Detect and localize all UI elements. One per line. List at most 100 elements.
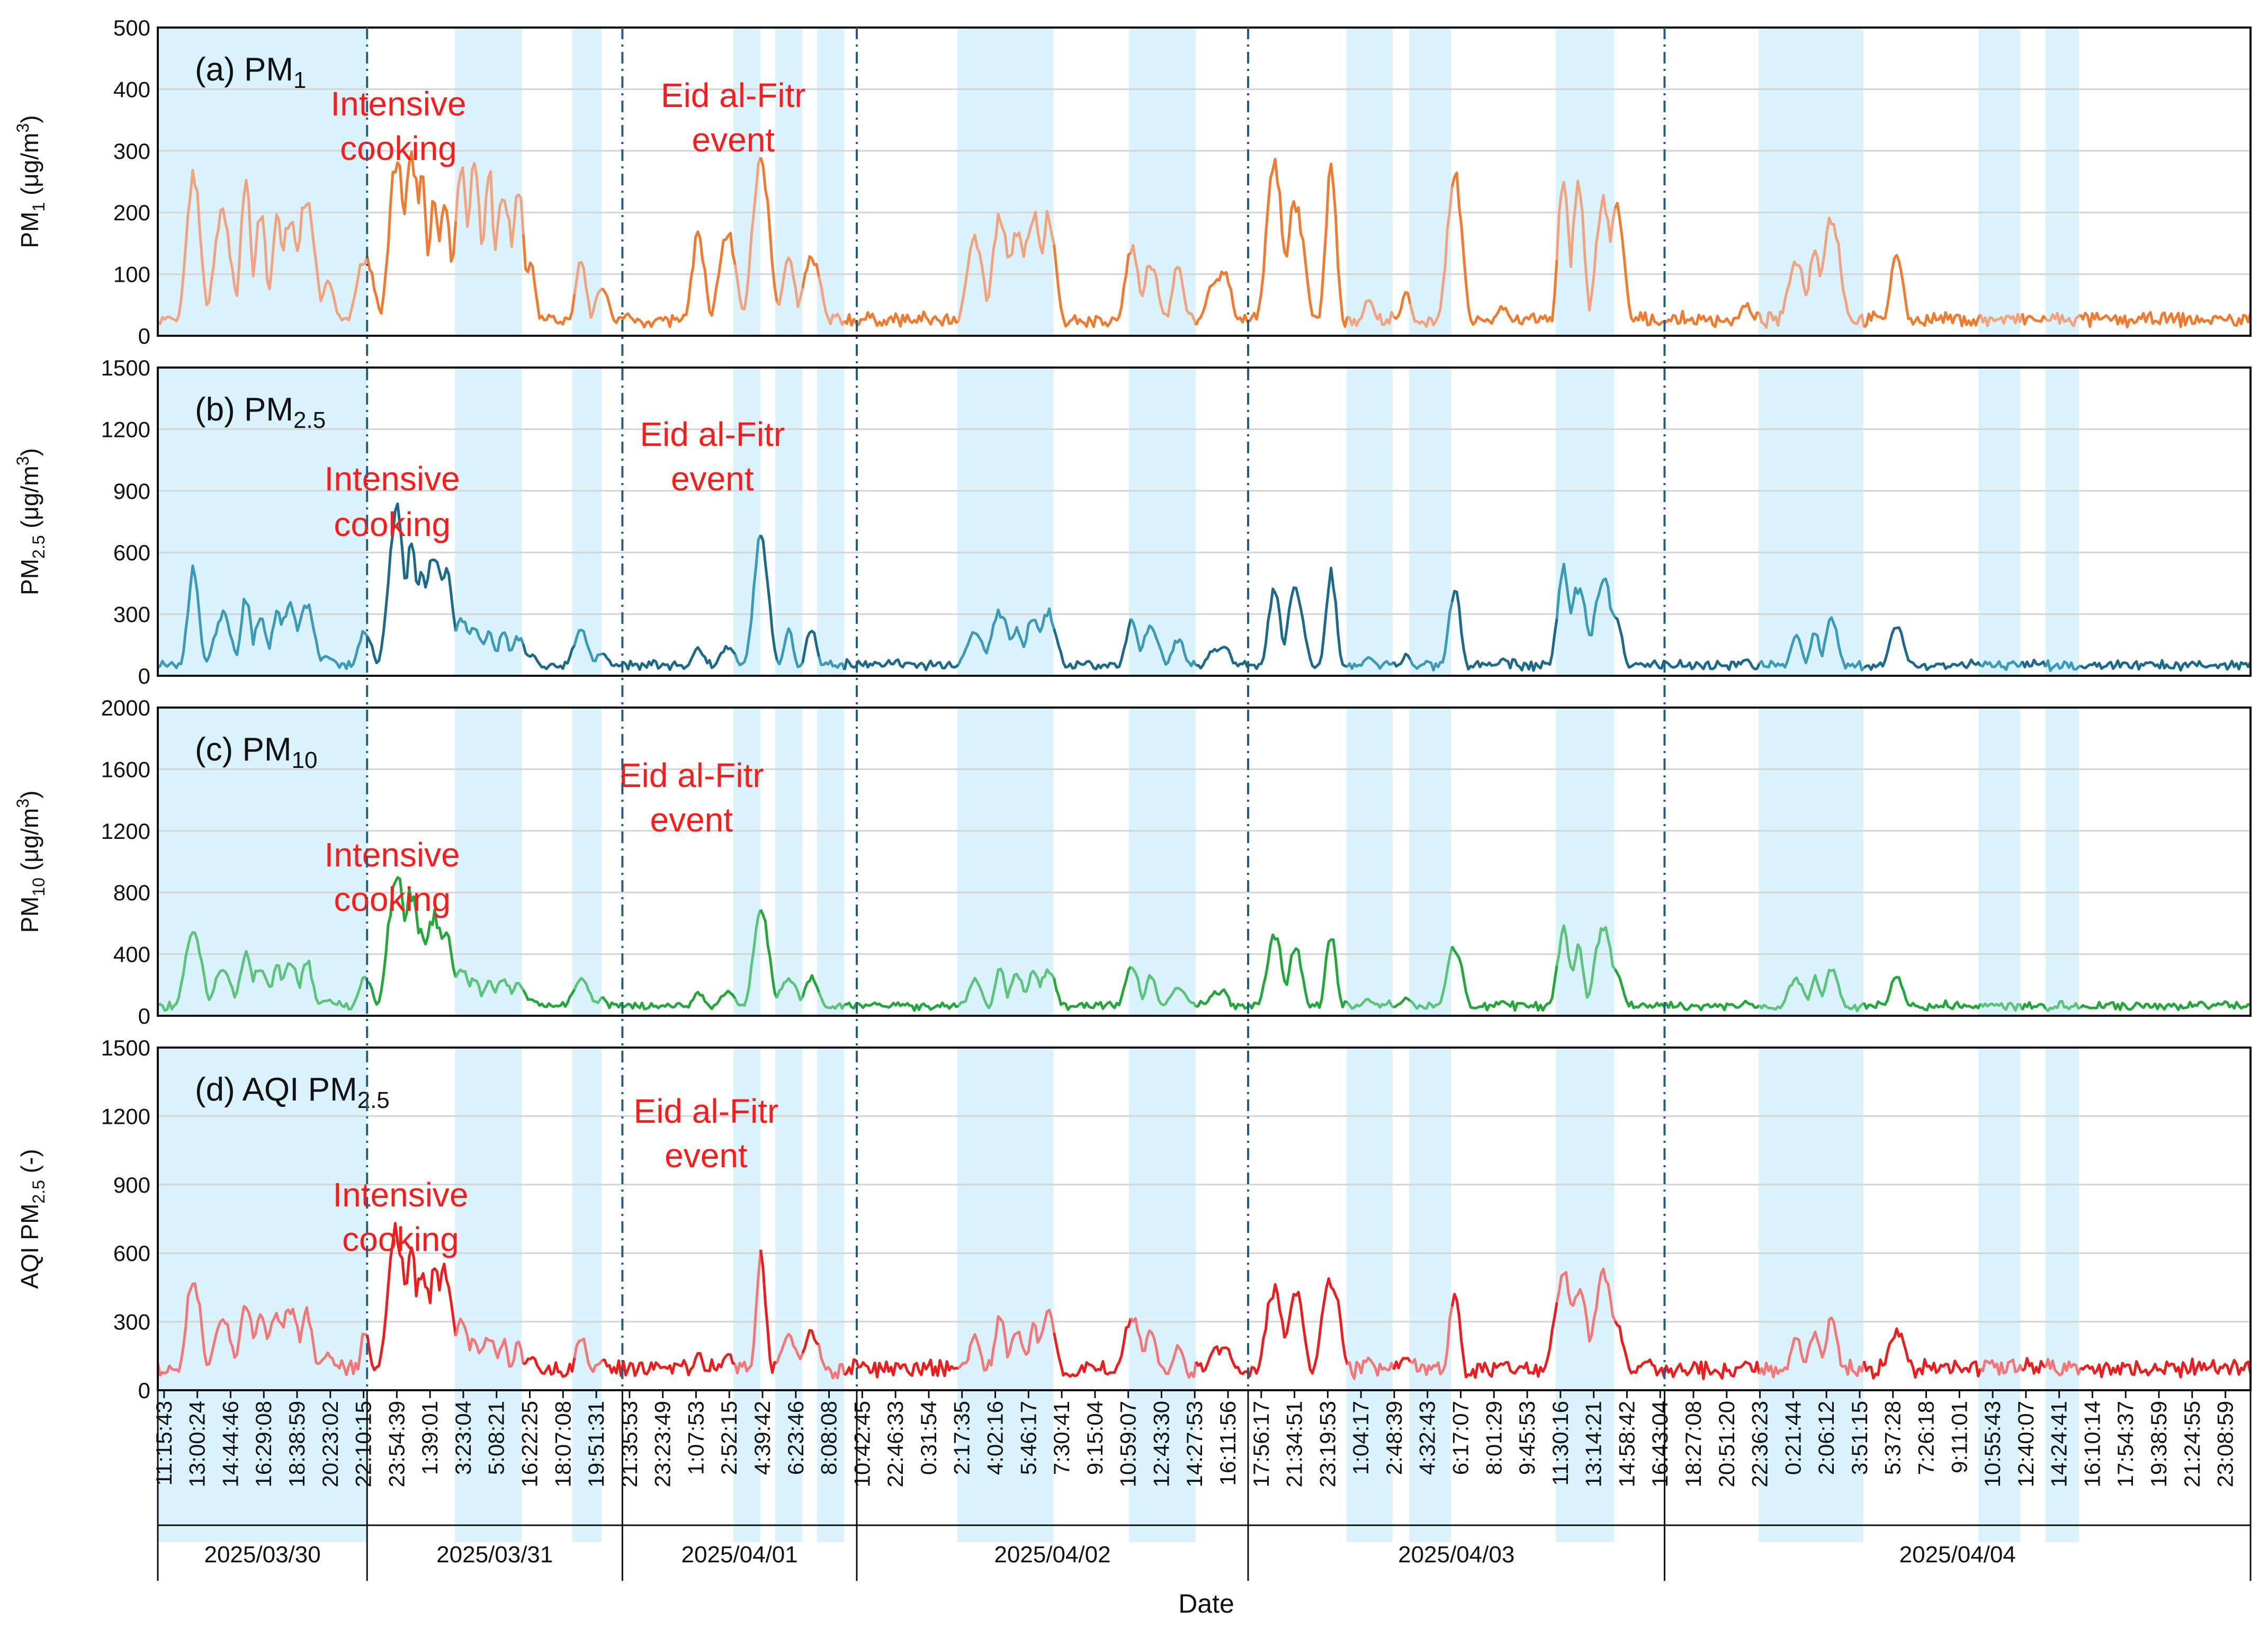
y-tick-label: 1500 bbox=[101, 355, 150, 380]
x-tick-label: 6:23:46 bbox=[783, 1401, 808, 1475]
y-axis-label-main: PM bbox=[16, 212, 43, 248]
x-tick-label: 18:38:59 bbox=[284, 1401, 309, 1488]
x-tick-label: 1:04:17 bbox=[1348, 1401, 1373, 1475]
series-line-pm25 bbox=[2044, 659, 2082, 672]
y-axis-label-close: ) bbox=[16, 790, 43, 798]
series-line-aqi bbox=[523, 1356, 576, 1378]
series-line-pm25 bbox=[1196, 567, 1348, 670]
series-line-pm25 bbox=[157, 564, 369, 670]
series-line-aqi bbox=[801, 1329, 820, 1354]
series-line-pm25 bbox=[522, 643, 576, 670]
series-line-aqi bbox=[957, 1309, 1055, 1372]
panel-title-sub: 2.5 bbox=[357, 1087, 390, 1113]
x-tick-label: 6:17:07 bbox=[1448, 1401, 1473, 1475]
series-line-aqi bbox=[1195, 1277, 1349, 1377]
y-tick-label: 2000 bbox=[101, 695, 150, 720]
series-line-aqi bbox=[1392, 1357, 1412, 1370]
y-tick-label: 0 bbox=[138, 324, 150, 348]
series-line-pm10 bbox=[1195, 933, 1348, 1010]
series-line-pm1 bbox=[801, 255, 820, 289]
shaded-period bbox=[455, 368, 522, 676]
x-tick-label: 22:10:15 bbox=[351, 1401, 376, 1488]
series-line-pm25 bbox=[759, 534, 778, 661]
shaded-period bbox=[1759, 708, 1863, 1016]
shaded-period bbox=[1555, 708, 1615, 1016]
y-tick-label: 0 bbox=[138, 664, 150, 688]
x-tick-label: 19:51:31 bbox=[584, 1401, 608, 1488]
shaded-period bbox=[572, 1048, 602, 1542]
x-tick-label: 0:21:44 bbox=[1780, 1401, 1805, 1475]
annotation-text: Eid al-Fitr bbox=[619, 756, 764, 794]
series-line-pm1 bbox=[957, 210, 1055, 321]
x-tick-label: 9:45:53 bbox=[1514, 1401, 1539, 1475]
panel-title-sub: 10 bbox=[292, 747, 318, 773]
series-line-pm25 bbox=[2021, 658, 2047, 668]
series-line-aqi bbox=[733, 1249, 763, 1375]
shaded-period bbox=[2045, 28, 2079, 336]
x-tick-label: 22:46:33 bbox=[883, 1401, 908, 1488]
x-tick-label: 23:19:53 bbox=[1315, 1401, 1340, 1488]
x-tick-label: 14:27:53 bbox=[1182, 1401, 1207, 1488]
x-tick-label: 11:30:16 bbox=[1548, 1401, 1573, 1486]
panel-title: (d) AQI PM2.5 bbox=[195, 1071, 390, 1113]
series-line-pm10 bbox=[775, 977, 804, 1001]
x-tick-label: 4:32:43 bbox=[1415, 1401, 1440, 1475]
x-tick-label: 9:11:01 bbox=[1947, 1401, 1971, 1473]
series-line-pm1 bbox=[1450, 172, 1558, 326]
x-tick-label: 10:42:45 bbox=[849, 1401, 874, 1488]
date-group-label: 2025/04/01 bbox=[682, 1542, 798, 1568]
x-tick-label: 5:46:17 bbox=[1016, 1401, 1041, 1475]
series-line-pm25 bbox=[801, 630, 820, 663]
series-line-aqi bbox=[2044, 1357, 2082, 1376]
series-line-pm1 bbox=[843, 310, 960, 328]
y-axis-label-sub: 1 bbox=[29, 202, 48, 212]
y-axis-label-sup: 3 bbox=[13, 123, 32, 133]
shaded-period bbox=[1978, 368, 2021, 676]
shaded-period bbox=[733, 708, 761, 1016]
series-line-aqi bbox=[818, 1344, 846, 1380]
series-line-pm1 bbox=[1555, 180, 1617, 312]
annotation-text: cooking bbox=[334, 505, 451, 543]
series-line-pm25 bbox=[1450, 589, 1558, 672]
shaded-period bbox=[1555, 368, 1615, 676]
series-line-aqi bbox=[454, 1317, 525, 1368]
series-line-pm10 bbox=[818, 991, 846, 1010]
x-tick-label: 16:11:56 bbox=[1215, 1401, 1240, 1486]
series-line-aqi bbox=[775, 1332, 804, 1364]
x-tick-label: 16:43:04 bbox=[1647, 1401, 1672, 1488]
series-line-aqi bbox=[1758, 1316, 1866, 1379]
y-tick-label: 100 bbox=[113, 262, 150, 287]
x-axis: 11:15:43 13:00:24 14:44:46 16:29:08 18:38:59… bbox=[151, 28, 2252, 1581]
series-line-pm10 bbox=[573, 977, 604, 1005]
x-tick-label: 2:06:12 bbox=[1814, 1401, 1839, 1475]
x-tick-label: 20:23:02 bbox=[318, 1401, 343, 1488]
series-line-aqi bbox=[1979, 1358, 2024, 1376]
shaded-period bbox=[775, 28, 803, 336]
y-tick-label: 800 bbox=[113, 880, 150, 905]
series-line-aqi bbox=[2021, 1357, 2047, 1375]
panel-title-sub: 2.5 bbox=[293, 407, 326, 433]
series-line-pm1 bbox=[1979, 312, 2024, 327]
series-line-pm25 bbox=[1393, 652, 1412, 668]
x-tick-label: 23:54:39 bbox=[384, 1401, 409, 1488]
shaded-period bbox=[775, 708, 803, 1016]
plot-frame bbox=[157, 366, 2252, 677]
series-line-pm10 bbox=[2021, 1001, 2047, 1010]
series-line-pm10 bbox=[1053, 965, 1132, 1011]
x-tick-label: 19:38:59 bbox=[2146, 1401, 2171, 1488]
series-line-aqi bbox=[1555, 1267, 1617, 1343]
annotation-text: Intensive bbox=[333, 1176, 468, 1214]
series-line-aqi bbox=[1613, 1320, 1761, 1380]
x-tick-label: 1:07:53 bbox=[683, 1401, 708, 1475]
shaded-period bbox=[1759, 368, 1863, 676]
panel-title-main: (d) AQI PM bbox=[195, 1071, 357, 1108]
panel-title: (a) PM1 bbox=[195, 51, 306, 93]
plot-frame bbox=[157, 1046, 2252, 1391]
series-line-pm10 bbox=[454, 968, 525, 998]
series-line-pm1 bbox=[454, 162, 525, 252]
series-line-pm10 bbox=[957, 967, 1055, 1009]
plot-frame bbox=[157, 26, 2252, 337]
y-tick-label: 1200 bbox=[101, 819, 150, 844]
annotation-text: cooking bbox=[340, 129, 457, 167]
